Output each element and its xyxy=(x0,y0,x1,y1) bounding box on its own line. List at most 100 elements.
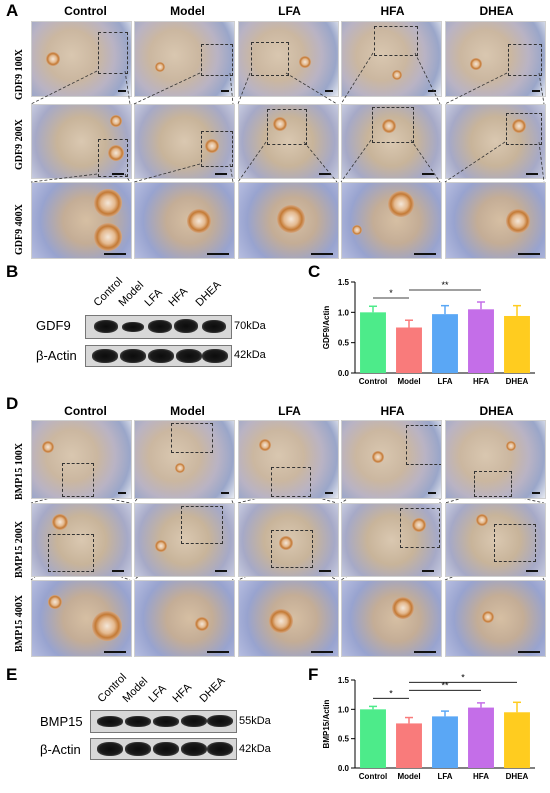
x-tick-label: HFA xyxy=(473,377,489,386)
micrograph-a-hfa-400x xyxy=(341,182,442,259)
x-tick-label: DHEA xyxy=(506,772,529,781)
y-tick-label: 1.5 xyxy=(338,278,350,287)
micrograph-d-lfa-400x xyxy=(238,580,339,657)
micrograph-a-dhea-400x xyxy=(445,182,546,259)
micrograph-a-control-100x xyxy=(31,21,132,97)
bar-model xyxy=(396,723,422,768)
micrograph-a-lfa-400x xyxy=(238,182,339,259)
bar-hfa xyxy=(468,707,494,768)
micrograph-d-control-100x xyxy=(31,420,132,499)
band xyxy=(202,320,226,333)
blot-bmp15 xyxy=(90,710,237,733)
band xyxy=(122,322,144,332)
bar-dhea xyxy=(504,712,530,768)
y-tick-label: 1.5 xyxy=(338,676,350,685)
blot-actin-e xyxy=(90,738,237,760)
band xyxy=(174,319,198,333)
micrograph-d-dhea-400x xyxy=(445,580,546,657)
protein-label-gdf9: GDF9 xyxy=(36,318,71,333)
band xyxy=(176,349,202,363)
band xyxy=(125,742,151,756)
micrograph-a-dhea-100x xyxy=(445,21,546,97)
band xyxy=(97,742,123,756)
panel-label-e: E xyxy=(6,665,18,684)
band xyxy=(148,349,174,363)
band xyxy=(125,716,151,727)
bar-dhea xyxy=(504,315,530,373)
col-header-hfa-d: HFA xyxy=(380,404,405,418)
kda-label-actin-e: 42kDa xyxy=(239,743,271,755)
band xyxy=(120,349,146,363)
bar-model xyxy=(396,327,422,373)
x-tick-label: Control xyxy=(359,377,387,386)
protein-label-actin-e: β-Actin xyxy=(40,742,81,757)
band xyxy=(97,716,123,727)
bar-lfa xyxy=(432,716,458,768)
x-tick-label: LFA xyxy=(437,772,452,781)
y-tick-label: 0.5 xyxy=(338,339,350,348)
band xyxy=(207,742,233,756)
band xyxy=(202,349,228,363)
bar-lfa xyxy=(432,314,458,373)
band xyxy=(153,742,179,756)
col-header-control-d: Control xyxy=(64,404,107,418)
micrograph-a-dhea-200x xyxy=(445,104,546,179)
y-tick-label: 0.0 xyxy=(338,764,350,773)
bar-chart-f: 0.0 0.5 1.0 1.5 BMP15/Actin Control Model LFA HF… xyxy=(322,672,535,781)
col-header-model: Model xyxy=(170,4,205,18)
significance-marker: * xyxy=(389,288,393,298)
micrograph-d-hfa-100x xyxy=(341,420,442,499)
band xyxy=(153,716,179,727)
kda-label-gdf9: 70kDa xyxy=(234,320,266,332)
micrograph-a-hfa-100x xyxy=(341,21,442,97)
micrograph-d-dhea-100x xyxy=(445,420,546,499)
micrograph-a-control-200x xyxy=(31,104,132,179)
panel-label-f: F xyxy=(308,665,319,684)
y-axis-label: GDF9/Actin xyxy=(322,306,331,350)
x-tick-label: Model xyxy=(397,377,420,386)
x-tick-label: Model xyxy=(397,772,420,781)
panel-label-d: D xyxy=(6,394,19,413)
col-header-dhea-d: DHEA xyxy=(479,404,514,418)
col-header-lfa: LFA xyxy=(278,4,301,18)
row-label-bmp15-200x: BMP15 200X xyxy=(14,521,25,578)
row-label-bmp15-400x: BMP15 400X xyxy=(14,595,25,652)
bar-hfa xyxy=(468,309,494,373)
col-header-lfa-d: LFA xyxy=(278,404,301,418)
micrograph-a-model-400x xyxy=(134,182,235,259)
x-tick-label: Control xyxy=(359,772,387,781)
y-tick-label: 1.0 xyxy=(338,705,350,714)
micrograph-a-model-200x xyxy=(134,104,235,179)
panel-label-b: B xyxy=(6,262,19,281)
micrograph-d-model-200x xyxy=(134,503,235,577)
micrograph-a-model-100x xyxy=(134,21,235,97)
col-header-model-d: Model xyxy=(170,404,205,418)
significance-marker: ** xyxy=(441,680,449,690)
col-header-dhea: DHEA xyxy=(479,4,514,18)
micrograph-d-dhea-200x xyxy=(445,503,546,577)
band xyxy=(181,742,207,756)
panel-label-c: C xyxy=(308,262,321,281)
micrograph-d-hfa-200x xyxy=(341,503,442,577)
band xyxy=(148,320,172,333)
micrograph-a-hfa-200x xyxy=(341,104,442,179)
panel-label-a: A xyxy=(6,1,19,20)
bar-control xyxy=(360,709,386,768)
x-tick-label: HFA xyxy=(473,772,489,781)
micrograph-d-model-400x xyxy=(134,580,235,657)
kda-label-actin-b: 42kDa xyxy=(234,349,266,361)
y-axis-label: BMP15/Actin xyxy=(322,699,331,748)
micrograph-d-control-400x xyxy=(31,580,132,657)
row-label-bmp15-100x: BMP15 100X xyxy=(14,443,25,500)
y-tick-label: 1.0 xyxy=(338,308,350,317)
micrograph-d-lfa-100x xyxy=(238,420,339,499)
significance-marker: * xyxy=(389,688,393,698)
protein-label-actin-b: β-Actin xyxy=(36,348,77,363)
band xyxy=(181,715,207,727)
bar-control xyxy=(360,312,386,373)
y-tick-label: 0.0 xyxy=(338,369,350,378)
kda-label-bmp15: 55kDa xyxy=(239,715,271,727)
micrograph-d-model-100x xyxy=(134,420,235,499)
protein-label-bmp15: BMP15 xyxy=(40,714,83,729)
band xyxy=(207,715,233,727)
